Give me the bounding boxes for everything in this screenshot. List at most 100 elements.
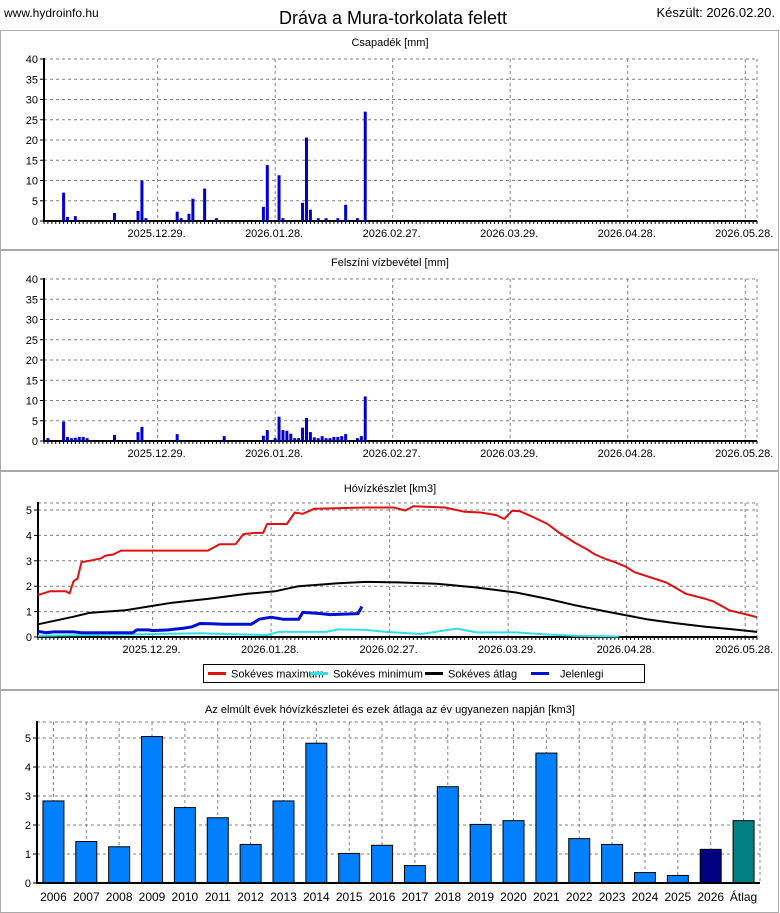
yearly-snow-storage-chart: Az elmúlt évek hóvízkészletei és ezek át… <box>25 704 761 904</box>
y-tick-label: 1 <box>26 607 32 619</box>
bar <box>62 421 66 441</box>
bar <box>140 180 144 221</box>
bar <box>81 436 85 441</box>
x-tick-label: 2026.02.27. <box>363 228 421 240</box>
bar-2011 <box>206 817 229 884</box>
snow-water-storage-chart: Hóvízkészlet [km3] 0 1 2 3 4 5 2025.12.29. 2026.… <box>26 483 773 683</box>
y-tick-label: 20 <box>26 355 38 367</box>
y-tick-label: 30 <box>26 315 38 327</box>
y-tick-label: 2 <box>25 820 31 832</box>
y-tick-label: 25 <box>26 335 38 347</box>
y-tick-label: 40 <box>26 274 38 286</box>
bar <box>175 434 179 441</box>
y-tick-label: 15 <box>26 375 38 387</box>
x-tick-label: 2007 <box>73 890 100 904</box>
bar <box>340 436 344 441</box>
series-line-sokéves-átlag <box>37 580 758 633</box>
x-tick-label: 2026.02.27. <box>360 644 418 656</box>
x-tick-label: 2026.03.29. <box>480 228 538 240</box>
bar-2012 <box>239 843 262 884</box>
bar-2014 <box>305 742 328 884</box>
bar <box>136 210 140 221</box>
bar <box>297 438 301 441</box>
bar-2018 <box>436 786 459 884</box>
x-tick-label: 2014 <box>303 890 330 904</box>
y-tick-label: 2 <box>26 581 32 593</box>
bar <box>289 433 293 441</box>
x-tick-label: 2026.05.28. <box>715 228 773 240</box>
x-tick-label: 2021 <box>533 890 560 904</box>
legend: Sokéves maximum Sokéves minimum Sokéves át… <box>203 664 645 683</box>
x-tick-label: 2026.03.29. <box>480 448 538 460</box>
bar <box>281 218 285 221</box>
bar <box>363 396 367 441</box>
legend-label: Jelenlegi <box>560 669 603 681</box>
x-tick-label: 2019 <box>467 890 494 904</box>
bar <box>336 436 340 441</box>
bar <box>324 218 328 221</box>
x-tick-label: 2010 <box>172 890 199 904</box>
bar-2015 <box>338 852 361 884</box>
bar-2006 <box>42 800 65 884</box>
bar-2008 <box>108 846 131 884</box>
bar <box>203 188 207 221</box>
bar <box>273 438 277 441</box>
created-date: Készült: 2026.02.20. <box>656 5 775 20</box>
y-tick-label: 3 <box>25 791 31 803</box>
bar-2019 <box>469 823 492 884</box>
bar <box>265 430 269 441</box>
x-tick-label: 2026.01.28. <box>245 228 303 240</box>
x-tick-label: 2026.03.29. <box>478 644 536 656</box>
bar-2010 <box>173 807 196 884</box>
x-tick-label: 2026.04.28. <box>598 448 656 460</box>
bar <box>301 427 305 441</box>
bar <box>301 202 305 221</box>
x-tick-label: 2006 <box>40 890 67 904</box>
bar <box>324 438 328 441</box>
x-tick-label: 2026.05.28. <box>715 448 773 460</box>
y-tick-label: 0 <box>25 878 31 890</box>
series-line-sokéves-minimum <box>37 627 619 638</box>
x-tick-label: 2009 <box>139 890 166 904</box>
bar <box>285 430 289 441</box>
x-tick-label: 2008 <box>106 890 133 904</box>
y-tick-label: 0 <box>26 632 32 644</box>
x-tick-label: 2013 <box>270 890 297 904</box>
legend-label: Sokéves minimum <box>333 669 423 681</box>
x-tick-label: 2011 <box>205 890 231 904</box>
y-tick-label: 3 <box>26 556 32 568</box>
bar <box>355 438 359 441</box>
x-tick-label: 2022 <box>566 890 593 904</box>
x-tick-label: 2024 <box>632 890 659 904</box>
charts: Csapadék [mm]05101520253035402025.12.29.… <box>0 30 779 913</box>
bar-2007 <box>75 841 98 884</box>
bar-2026 <box>699 848 722 884</box>
bar <box>277 416 281 441</box>
series-line-jelenlegi <box>37 605 364 635</box>
y-tick-label: 25 <box>26 115 38 127</box>
x-tick-label: 2026.01.28. <box>241 644 299 656</box>
bar <box>261 206 265 221</box>
y-tick-label: 40 <box>26 54 38 66</box>
bar <box>66 436 70 441</box>
y-tick-label: 35 <box>26 74 38 86</box>
bar-2016 <box>371 844 394 884</box>
series-line-sokéves-maximum <box>37 505 758 619</box>
y-tick-label: 35 <box>26 294 38 306</box>
bar <box>316 438 320 441</box>
bar-2025 <box>666 874 689 884</box>
bar <box>136 432 140 441</box>
bar <box>316 218 320 221</box>
y-tick-label: 30 <box>26 95 38 107</box>
bar-2022 <box>568 838 591 884</box>
bar <box>69 438 73 441</box>
y-tick-label: 5 <box>32 416 38 428</box>
bar <box>355 218 359 221</box>
precipitation-chart: Csapadék [mm] 0 5 10 15 20 25 30 35 40 2025.12.29.… <box>26 37 774 240</box>
y-tick-label: 4 <box>26 530 32 542</box>
bar <box>277 175 281 221</box>
bar <box>308 209 312 221</box>
bar <box>261 435 265 441</box>
y-tick-label: 15 <box>26 155 38 167</box>
